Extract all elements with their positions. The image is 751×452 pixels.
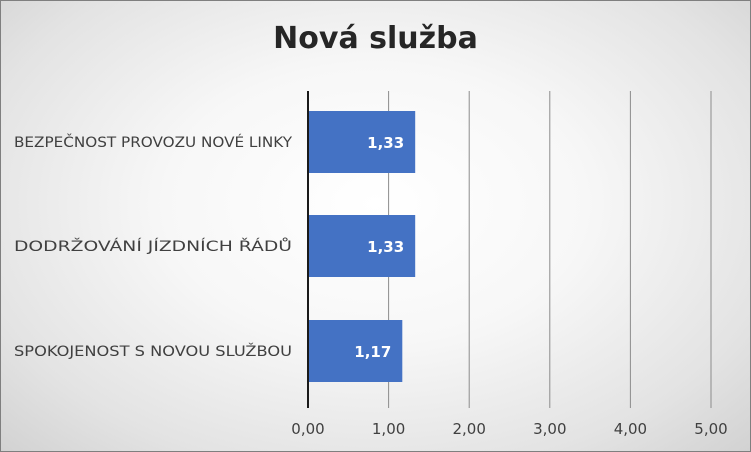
bar-1: [308, 215, 416, 277]
category-label-1: DODRŽOVÁNÍ JÍZDNÍCH ŘÁDŮ: [14, 237, 292, 255]
x-tick-label-4: 4,00: [614, 420, 647, 438]
bar-2: [308, 320, 403, 382]
data-label-0: 1,33: [367, 134, 404, 152]
data-label-2: 1,17: [354, 343, 391, 361]
x-tick-label-1: 1,00: [372, 420, 405, 438]
data-label-1: 1,33: [367, 238, 404, 256]
bar-0: [308, 111, 416, 173]
category-label-0: BEZPEČNOST PROVOZU NOVÉ LINKY: [14, 133, 292, 151]
x-tick-label-3: 3,00: [533, 420, 566, 438]
x-tick-label-5: 5,00: [694, 420, 727, 438]
x-tick-label-2: 2,00: [452, 420, 485, 438]
category-label-2: SPOKOJENOST S NOVOU SLUŽBOU: [14, 342, 292, 360]
x-tick-label-0: 0,00: [291, 420, 324, 438]
chart-title: Nová služba: [273, 21, 478, 56]
